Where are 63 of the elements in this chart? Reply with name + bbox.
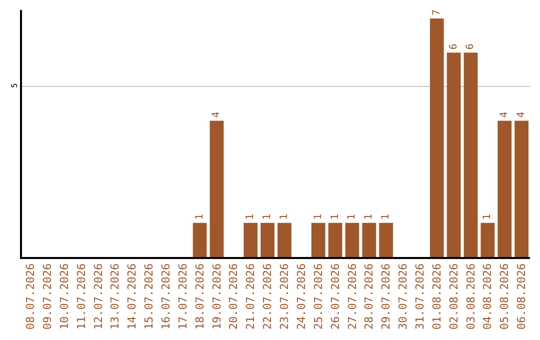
bar [244,222,258,257]
x-tick-label: 18.07.2026 [193,263,206,330]
bar [464,52,478,257]
bar [514,120,528,257]
x-tick-label: 26.07.2026 [328,263,342,330]
x-tick-label: 05.08.2026 [498,263,512,330]
x-tick-label: 24.07.2026 [294,263,308,330]
data-label: 1 [364,214,375,220]
x-tick-label: 27.07.2026 [346,263,359,330]
x-tick-label: 30.07.2026 [396,263,410,330]
data-label: 1 [346,214,358,220]
data-label: 7 [431,9,442,16]
x-tick-label: 10.07.2026 [58,263,71,330]
bar [430,18,444,257]
bar [498,120,512,257]
x-tick-label: 19.07.2026 [210,263,224,330]
bar [345,222,360,257]
x-tick-label: 11.07.2026 [74,263,88,330]
bar [328,222,342,257]
data-label: 1 [194,214,206,220]
x-tick-label: 02.08.2026 [447,263,460,330]
x-tick-label: 21.07.2026 [244,263,258,330]
data-label: 6 [448,44,460,50]
x-tick-label: 31.07.2026 [414,263,427,330]
x-tick-label: 25.07.2026 [312,263,325,330]
x-tick-label: 29.07.2026 [380,263,393,330]
x-tick-label: 04.08.2026 [481,263,494,330]
x-tick-label: 01.08.2026 [430,263,444,330]
x-tick-label: 14.07.2026 [126,263,139,330]
x-tick-label: 09.07.2026 [40,263,54,330]
data-label: 1 [312,214,324,220]
bar [192,222,207,257]
x-tick-label: 16.07.2026 [160,263,173,330]
bar [362,222,376,257]
data-label: 1 [278,214,290,220]
bar [480,222,495,257]
data-label: 4 [516,112,528,118]
x-tick-label: 12.07.2026 [92,263,105,330]
x-tick-label: 15.07.2026 [142,263,156,330]
data-label: 1 [330,214,341,220]
x-tick-label: 13.07.2026 [108,263,122,330]
bar [210,120,224,257]
x-tick-label: 22.07.2026 [261,263,274,330]
x-tick-label: 23.07.2026 [278,263,292,330]
x-tick-label: 06.08.2026 [515,263,528,330]
bar [278,222,292,257]
bar [260,222,274,257]
data-label: 1 [380,214,392,220]
bar [311,222,326,257]
data-label: 4 [211,112,222,118]
data-label: 6 [465,44,476,50]
x-tick-label: 17.07.2026 [176,263,190,330]
bar [446,52,461,257]
x-tick-label: 28.07.2026 [362,263,376,330]
x-tick-label: 03.08.2026 [464,263,478,330]
data-label: 1 [262,214,274,220]
x-tick-label: 08.07.2026 [24,263,38,330]
bar [379,222,394,257]
data-label: 4 [499,112,510,118]
data-label: 1 [482,214,494,220]
y-tick-label: 5 [10,82,19,88]
x-tick-label: 20.07.2026 [227,263,240,330]
data-label: 1 [245,214,256,220]
